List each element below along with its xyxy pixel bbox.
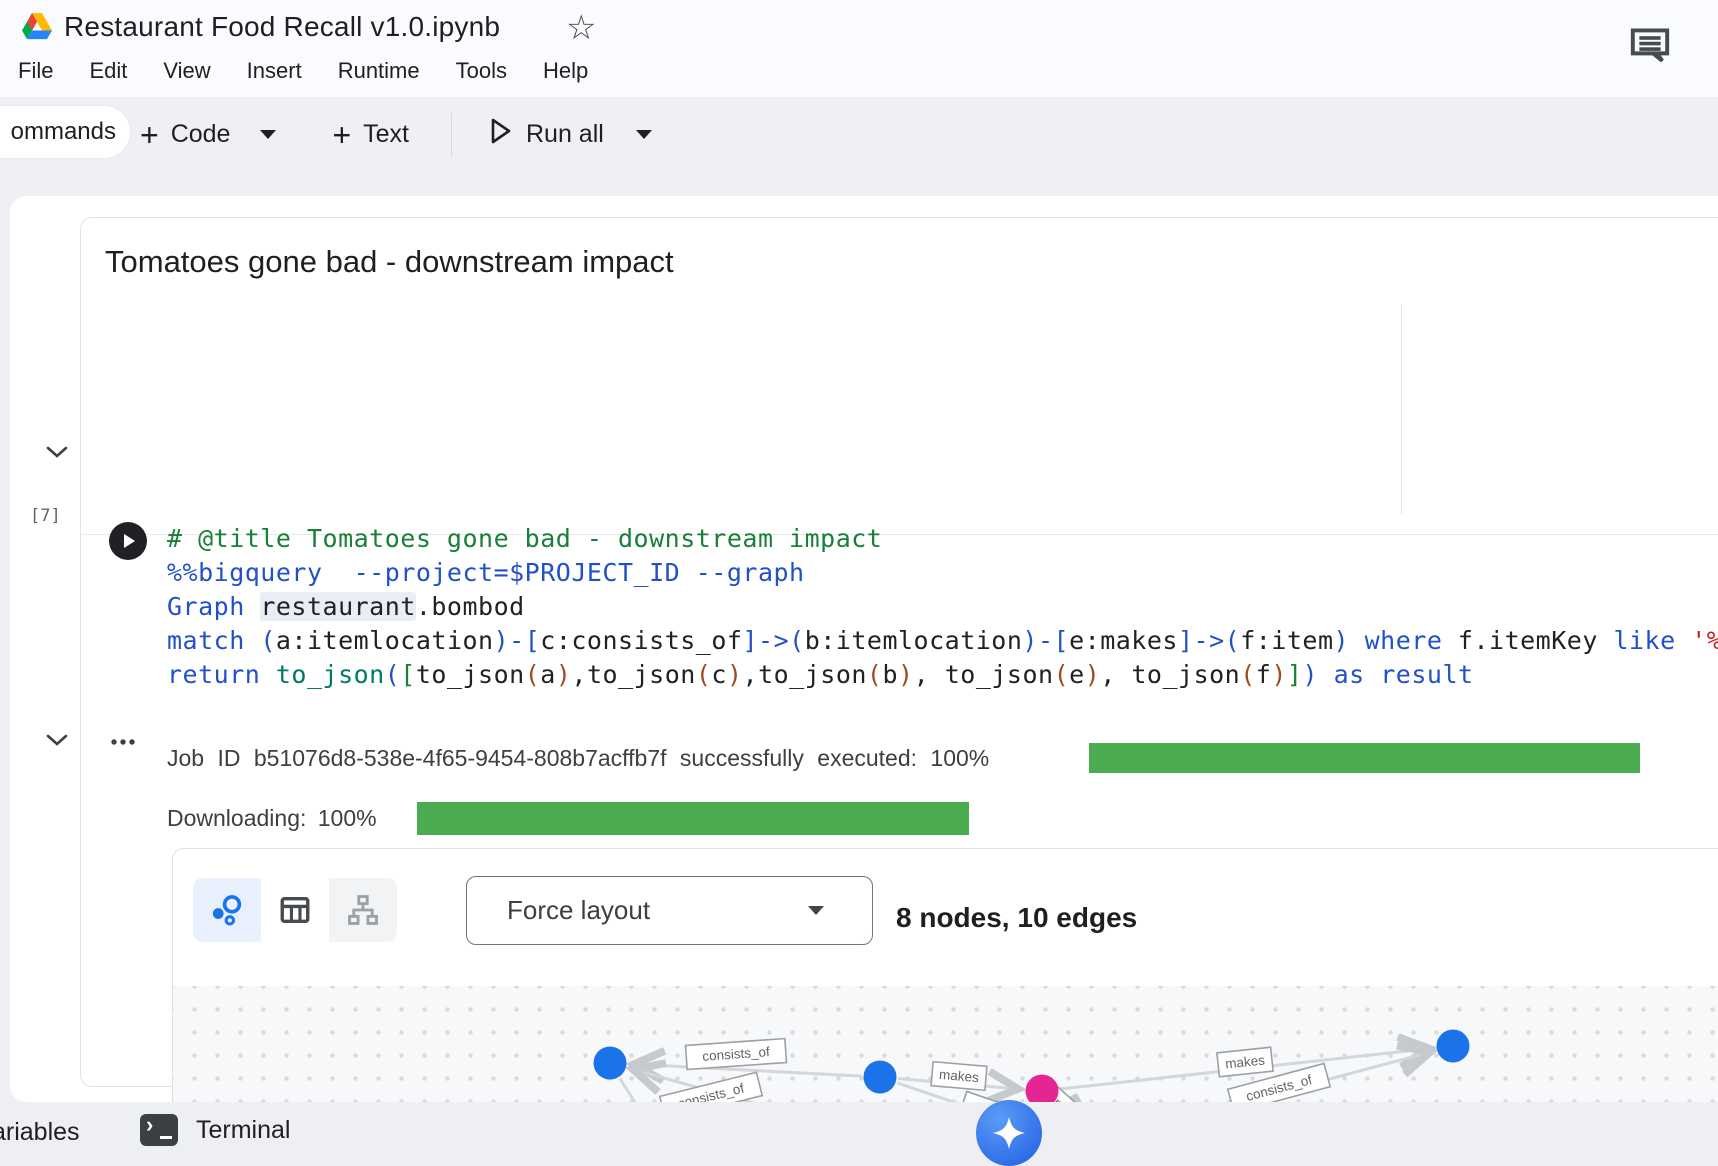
commands-button[interactable]: ommands [0, 106, 130, 158]
menu-view[interactable]: View [163, 58, 211, 83]
comments-icon[interactable] [1630, 28, 1670, 69]
menu-file[interactable]: File [18, 58, 54, 83]
app-header: Restaurant Food Recall v1.0.ipynb ☆ File… [0, 0, 1718, 97]
google-drive-icon [22, 13, 52, 45]
graph-node-D[interactable] [1025, 1074, 1059, 1108]
table-view-button[interactable] [261, 878, 329, 942]
terminal-label: Terminal [196, 1115, 291, 1144]
output-options-icon[interactable] [110, 738, 138, 746]
spark-icon [993, 1117, 1025, 1149]
terminal-button[interactable]: Terminal [140, 1112, 291, 1146]
schema-view-button[interactable] [329, 878, 397, 942]
run-all-dropdown-caret[interactable] [635, 130, 652, 139]
add-code-button[interactable]: Code [170, 120, 231, 148]
menu-runtime[interactable]: Runtime [337, 58, 420, 83]
star-icon[interactable]: ☆ [566, 9, 597, 47]
job-progress-bar [1089, 743, 1640, 773]
graph-node-F[interactable] [1436, 1029, 1470, 1063]
svg-text:consists_of: consists_of [702, 1044, 771, 1064]
graph-view-button[interactable] [193, 878, 261, 942]
download-progress-bar [417, 802, 969, 835]
code-line: return to_json([to_json(a),to_json(c),to… [167, 660, 1474, 689]
layout-selector[interactable]: Force layout [466, 876, 873, 945]
execution-count: [7] [30, 506, 61, 526]
edge-label-makes: makes [1216, 1046, 1274, 1078]
run-cell-button[interactable] [109, 522, 147, 560]
svg-text:makes: makes [939, 1067, 980, 1085]
terminal-icon [140, 1112, 178, 1146]
graph-toolbar: Force layout 8 nodes, 10 edges [173, 849, 1718, 987]
code-dropdown-caret[interactable] [260, 130, 277, 139]
code-line: match (a:itemlocation)-[c:consists_of]->… [167, 626, 1718, 655]
edge-label-makes: makes [930, 1060, 988, 1092]
gemini-spark-button[interactable] [976, 1100, 1042, 1166]
graph-node-B[interactable] [863, 1060, 897, 1094]
menu-bar: File Edit View Insert Runtime Tools Help [0, 58, 588, 84]
add-text-button[interactable]: Text [363, 120, 409, 148]
menu-tools[interactable]: Tools [455, 58, 507, 83]
code-editor[interactable]: # @title Tomatoes gone bad - downstream … [167, 522, 1718, 692]
cell-output-divider [81, 534, 1718, 535]
layout-selector-value: Force layout [507, 895, 651, 925]
table-icon [280, 896, 310, 924]
notebook-title[interactable]: Restaurant Food Recall v1.0.ipynb [64, 11, 501, 42]
svg-text:makes: makes [1224, 1052, 1265, 1071]
code-line: # @title Tomatoes gone bad - downstream … [167, 524, 883, 553]
layout-selector-caret-icon [808, 906, 824, 915]
code-line: %%bigquery --project=$PROJECT_ID --graph [167, 558, 805, 587]
collapse-cell-chevron-icon[interactable] [45, 445, 69, 459]
toolbar-divider [451, 112, 452, 157]
title-row: Restaurant Food Recall v1.0.ipynb ☆ [0, 0, 1718, 63]
menu-help[interactable]: Help [542, 58, 589, 83]
job-status-text: Job ID b51076d8-538e-4f65-9454-808b7acff… [167, 745, 990, 771]
notebook-toolbar: ommands + Code + Text Run all [0, 97, 1718, 172]
view-switcher [193, 878, 397, 942]
commands-label: ommands [10, 118, 116, 145]
graph-edge-B-A [634, 1064, 863, 1076]
download-status-text: Downloading: 100% [167, 805, 377, 831]
code-line: Graph restaurant.bombod [167, 592, 525, 621]
cell-title[interactable]: Tomatoes gone bad - downstream impact [105, 244, 674, 279]
schema-tree-icon [348, 895, 378, 925]
run-all-play-icon [490, 118, 512, 151]
plus-icon: + [140, 116, 159, 153]
variables-button[interactable]: ariables [0, 1118, 80, 1146]
notebook-content-card: Tomatoes gone bad - downstream impact [7… [10, 196, 1718, 1166]
bubble-chart-icon [212, 895, 242, 926]
collapse-output-chevron-icon[interactable] [45, 733, 69, 747]
graph-node-A[interactable] [593, 1046, 627, 1080]
bottom-bar: ariables Terminal [0, 1102, 1718, 1166]
run-all-button[interactable]: Run all [526, 120, 604, 148]
column-ruler [1401, 304, 1402, 514]
edge-label-consists_of: consists_of [684, 1037, 788, 1071]
plus-icon: + [332, 116, 352, 153]
menu-edit[interactable]: Edit [89, 58, 128, 83]
graph-stats: 8 nodes, 10 edges [896, 901, 1138, 933]
menu-insert[interactable]: Insert [246, 58, 302, 83]
